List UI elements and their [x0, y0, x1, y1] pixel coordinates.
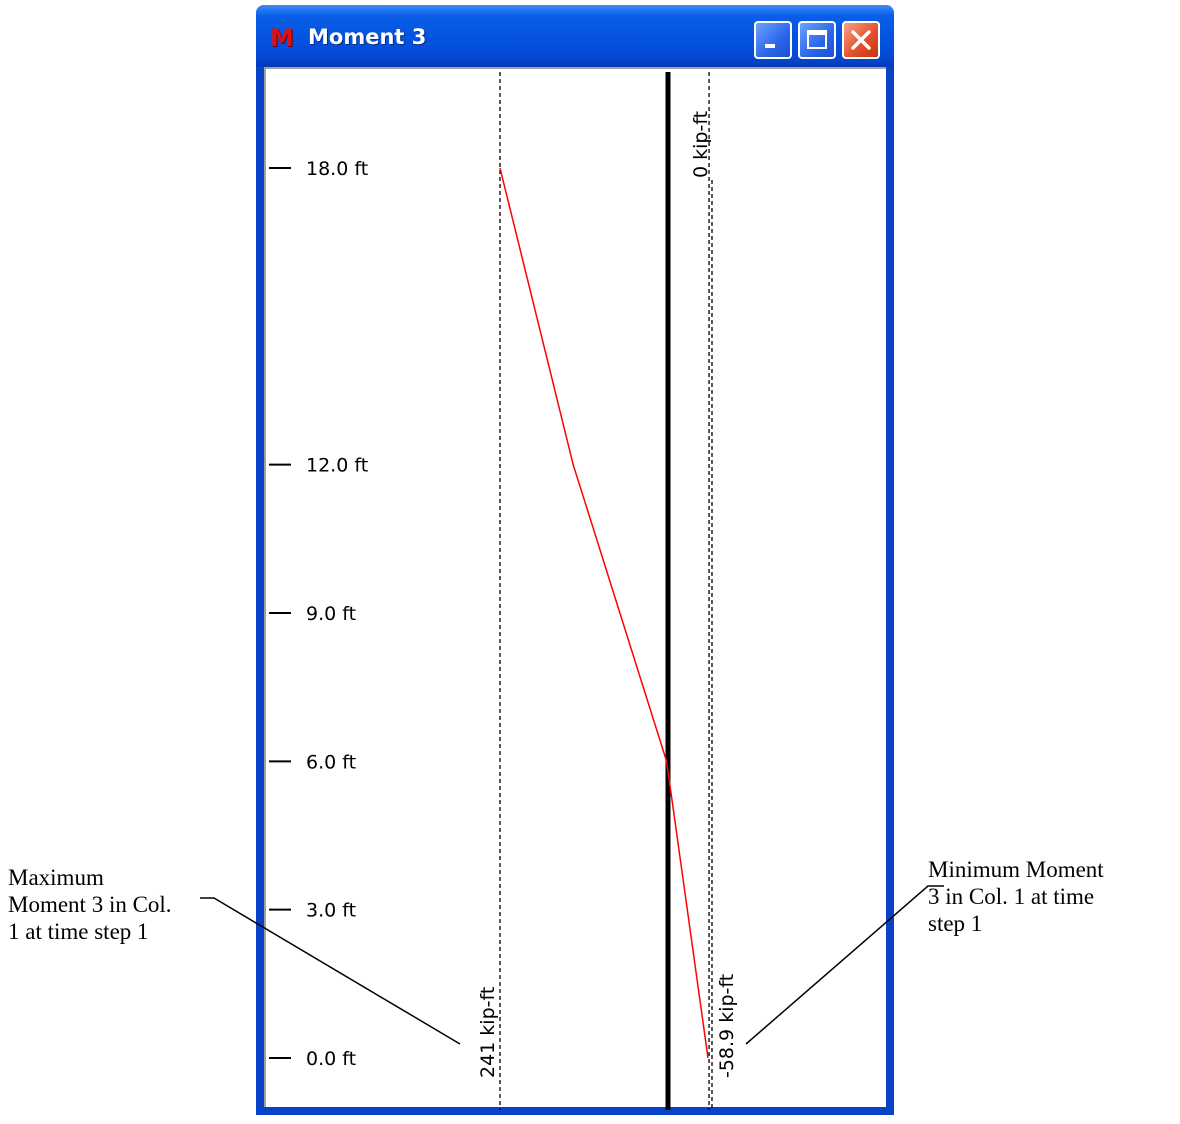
height-tick-label-3: 6.0 ft [306, 751, 356, 773]
height-tick-label-1: 12.0 ft [306, 455, 368, 477]
title-bar[interactable]: M Moment 3 [256, 5, 894, 67]
min-annotation-line-1: Minimum Moment [928, 857, 1104, 882]
app-m-icon: M [270, 24, 294, 52]
max-annotation-leader [200, 897, 461, 1045]
min-annotation-line-3: step 1 [928, 911, 983, 936]
window-title: Moment 3 [308, 25, 427, 49]
height-tick-label-4: 3.0 ft [306, 900, 356, 922]
moment-window: M Moment 3 [256, 5, 894, 1115]
maximize-icon [807, 30, 827, 49]
maximize-button[interactable] [798, 21, 836, 59]
reference-label-0: 241 kip-ft [477, 987, 499, 1078]
moment-series-line-0 [499, 167, 709, 1059]
max-annotation-line-1: Maximum [8, 865, 104, 890]
height-tick-label-5: 0.0 ft [306, 1048, 356, 1070]
diagram-area [264, 67, 886, 1107]
min-annotation-leader [745, 885, 944, 1045]
height-tick-label-0: 18.0 ft [306, 158, 368, 180]
reference-label-2: -58.9 kip-ft [716, 974, 738, 1078]
max-annotation-line-2: Moment 3 in Col. [8, 892, 172, 917]
close-button[interactable] [842, 21, 880, 59]
reference-label-1: 0 kip-ft [690, 111, 712, 178]
max-annotation-line-3: 1 at time step 1 [8, 919, 149, 944]
min-moment-annotation: Minimum Moment 3 in Col. 1 at time step … [928, 856, 1104, 937]
close-icon [851, 30, 871, 50]
max-moment-annotation: Maximum Moment 3 in Col. 1 at time step … [8, 864, 172, 945]
minimize-icon [765, 44, 775, 48]
height-tick-label-2: 9.0 ft [306, 603, 356, 625]
minimize-button[interactable] [754, 21, 792, 59]
min-annotation-line-2: 3 in Col. 1 at time [928, 884, 1095, 909]
